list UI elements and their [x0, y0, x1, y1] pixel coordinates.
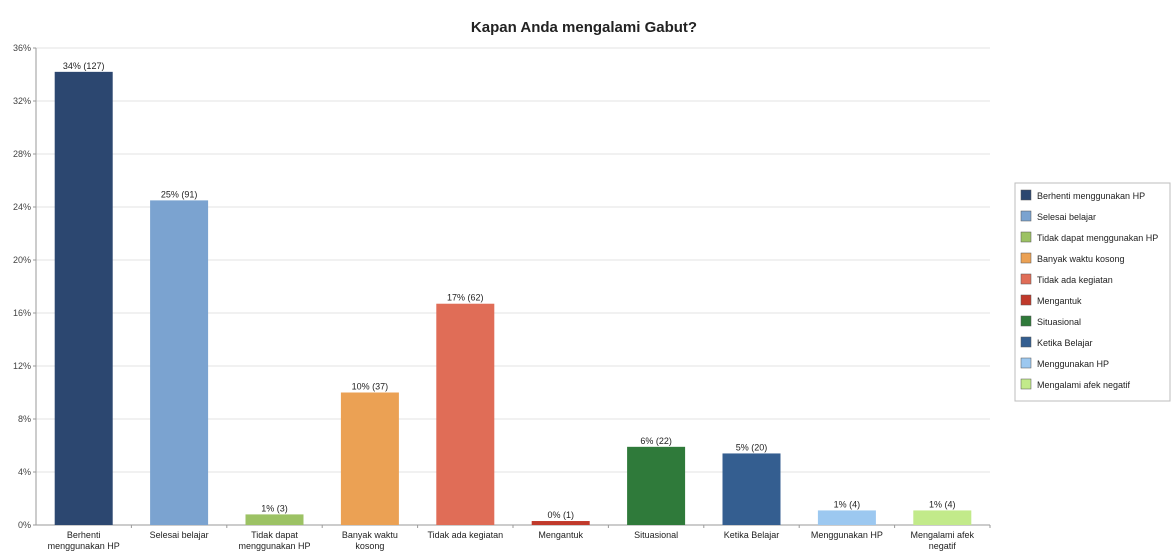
x-category-label: Menggunakan HP	[811, 530, 883, 540]
data-label: 25% (91)	[161, 189, 198, 199]
bar-layer: 34% (127) 25% (91) 1% (3) 10% (37) 17% (62) 0…	[54, 61, 972, 525]
legend-item-label: Mengalami afek negatif	[1037, 380, 1131, 390]
bar	[817, 510, 876, 525]
bar	[340, 392, 399, 525]
x-category-label: Situasional	[634, 530, 678, 540]
x-category-label: Mengalami afek negatif	[911, 530, 975, 551]
data-label: 1% (3)	[261, 503, 288, 513]
bar	[54, 71, 113, 525]
legend-box	[1014, 182, 1171, 402]
legend-item-label: Menggunakan HP	[1037, 359, 1109, 369]
legend-item-label: Ketika Belajar	[1037, 338, 1093, 348]
x-category-label: Tidak dapat menggunakan HP	[238, 530, 310, 551]
legend-item-label: Banyak waktu kosong	[1037, 254, 1125, 264]
x-category-label: Berhenti menggunakan HP	[48, 530, 120, 551]
legend-item-label: Mengantuk	[1037, 296, 1082, 306]
y-tick-label: 36%	[13, 43, 31, 53]
y-tick-label: 28%	[13, 149, 31, 159]
data-label: 5% (20)	[736, 442, 768, 452]
data-label: 10% (37)	[352, 382, 389, 392]
legend-item-label: Selesai belajar	[1037, 212, 1096, 222]
x-category-label: Selesai belajar	[150, 530, 209, 540]
data-label: 1% (4)	[929, 499, 956, 509]
x-category-label: Banyak waktu kosong	[342, 530, 398, 551]
legend-swatch	[1020, 189, 1032, 201]
legend-swatch	[1020, 378, 1032, 390]
legend-swatch	[1020, 357, 1032, 369]
x-category-label: Tidak ada kegiatan	[427, 530, 503, 540]
legend-item-label: Situasional	[1037, 317, 1081, 327]
y-tick-label: 20%	[13, 255, 31, 265]
axis-layer: 0% 4% 8% 12% 16% 20% 24% 28% 32% 36% Berhenti mengg…	[13, 43, 991, 551]
bar	[245, 514, 304, 525]
legend-swatch	[1020, 294, 1032, 306]
legend-swatch	[1020, 210, 1032, 222]
y-tick-label: 12%	[13, 361, 31, 371]
y-tick-label: 16%	[13, 308, 31, 318]
chart-title: Kapan Anda mengalami Gabut?	[471, 19, 697, 36]
legend-item-label: Tidak ada kegiatan	[1037, 275, 1113, 285]
legend-swatch	[1020, 273, 1032, 285]
y-tick-label: 8%	[18, 414, 31, 424]
legend-swatch	[1020, 252, 1032, 264]
bar	[150, 200, 209, 525]
data-label: 34% (127)	[63, 61, 105, 71]
data-label: 0% (1)	[547, 510, 574, 520]
bar	[531, 521, 590, 525]
data-label: 17% (62)	[447, 293, 484, 303]
legend-swatch	[1020, 231, 1032, 243]
data-label: 1% (4)	[834, 499, 861, 509]
y-tick-label: 0%	[18, 520, 31, 530]
bar	[436, 303, 495, 525]
bar	[913, 510, 972, 525]
y-tick-label: 32%	[13, 96, 31, 106]
y-tick-label: 4%	[18, 467, 31, 477]
legend-swatch	[1020, 336, 1032, 348]
x-category-label: Mengantuk	[538, 530, 583, 540]
x-category-label: Ketika Belajar	[724, 530, 780, 540]
legend-item-label: Tidak dapat menggunakan HP	[1037, 233, 1158, 243]
bar	[627, 446, 686, 525]
data-label: 6% (22)	[640, 436, 672, 446]
bar	[722, 453, 781, 525]
legend-item-label: Berhenti menggunakan HP	[1037, 191, 1145, 201]
y-tick-label: 24%	[13, 202, 31, 212]
legend-swatch	[1020, 315, 1032, 327]
legend: Berhenti menggunakan HP Selesai belajar Ti…	[1014, 182, 1171, 402]
